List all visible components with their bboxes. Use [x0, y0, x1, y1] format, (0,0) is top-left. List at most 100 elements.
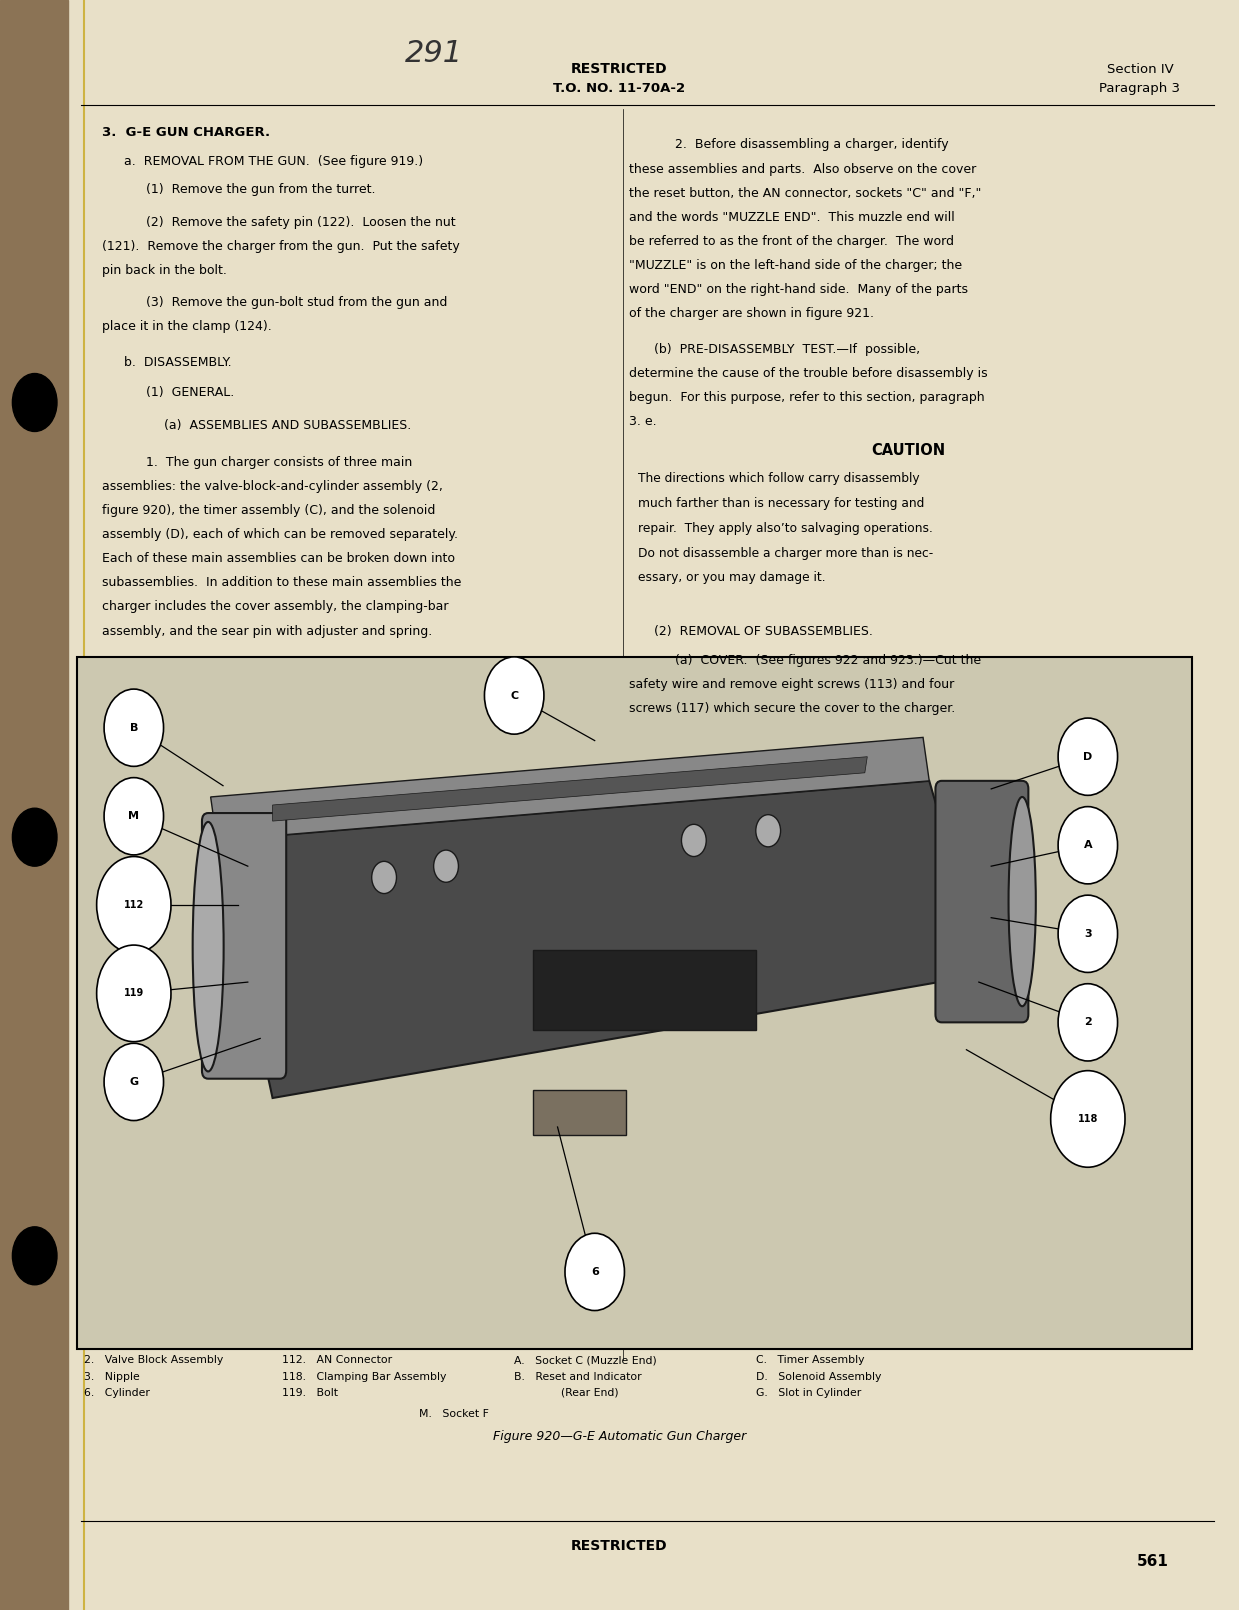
Text: 1.  The gun charger consists of three main: 1. The gun charger consists of three mai… — [146, 456, 413, 469]
Circle shape — [104, 689, 164, 766]
Text: 112.   AN Connector: 112. AN Connector — [282, 1356, 393, 1365]
Text: 6: 6 — [591, 1267, 598, 1277]
Circle shape — [565, 1233, 624, 1311]
Text: G.   Slot in Cylinder: G. Slot in Cylinder — [756, 1388, 861, 1397]
Text: subassemblies.  In addition to these main assemblies the: subassemblies. In addition to these main… — [102, 576, 461, 589]
Circle shape — [12, 374, 57, 431]
Text: begun.  For this purpose, refer to this section, paragraph: begun. For this purpose, refer to this s… — [629, 391, 985, 404]
Circle shape — [104, 1043, 164, 1121]
Text: these assemblies and parts.  Also observe on the cover: these assemblies and parts. Also observe… — [629, 163, 976, 175]
Text: place it in the clamp (124).: place it in the clamp (124). — [102, 320, 271, 333]
Text: (Rear End): (Rear End) — [561, 1388, 620, 1397]
Text: C.   Timer Assembly: C. Timer Assembly — [756, 1356, 865, 1365]
Text: (1)  GENERAL.: (1) GENERAL. — [146, 386, 234, 399]
Polygon shape — [211, 737, 929, 840]
Bar — [533, 1090, 626, 1135]
Text: 112: 112 — [124, 900, 144, 910]
Text: (a)  ASSEMBLIES AND SUBASSEMBLIES.: (a) ASSEMBLIES AND SUBASSEMBLIES. — [164, 419, 411, 431]
Text: 6.   Cylinder: 6. Cylinder — [84, 1388, 150, 1397]
Text: C: C — [510, 691, 518, 700]
Text: 3.  G-E GUN CHARGER.: 3. G-E GUN CHARGER. — [102, 126, 270, 138]
Text: much farther than is necessary for testing and: much farther than is necessary for testi… — [638, 496, 924, 510]
Text: assembly (D), each of which can be removed separately.: assembly (D), each of which can be remov… — [102, 528, 457, 541]
Text: Each of these main assemblies can be broken down into: Each of these main assemblies can be bro… — [102, 552, 455, 565]
Circle shape — [372, 861, 396, 894]
Text: (121).  Remove the charger from the gun.  Put the safety: (121). Remove the charger from the gun. … — [102, 240, 460, 253]
Text: Figure 920—G-E Automatic Gun Charger: Figure 920—G-E Automatic Gun Charger — [493, 1430, 746, 1443]
Bar — [626, 438, 1192, 618]
Text: RESTRICTED: RESTRICTED — [571, 1539, 668, 1552]
Text: (a)  COVER.  (See figures 922 and 923.)—Cut the: (a) COVER. (See figures 922 and 923.)—Cu… — [675, 654, 981, 667]
Text: B: B — [130, 723, 138, 733]
Text: 119.   Bolt: 119. Bolt — [282, 1388, 338, 1397]
Text: 2: 2 — [1084, 1018, 1092, 1027]
Text: M: M — [129, 811, 139, 821]
Text: 2.  Before disassembling a charger, identify: 2. Before disassembling a charger, ident… — [675, 138, 949, 151]
Text: assembly, and the sear pin with adjuster and spring.: assembly, and the sear pin with adjuster… — [102, 625, 432, 638]
Polygon shape — [217, 781, 985, 1098]
Text: determine the cause of the trouble before disassembly is: determine the cause of the trouble befor… — [629, 367, 987, 380]
Text: (b)  PRE-DISASSEMBLY  TEST.—If  possible,: (b) PRE-DISASSEMBLY TEST.—If possible, — [654, 343, 921, 356]
Circle shape — [1058, 984, 1118, 1061]
Circle shape — [484, 657, 544, 734]
Circle shape — [1058, 807, 1118, 884]
Text: 2.   Valve Block Assembly: 2. Valve Block Assembly — [84, 1356, 223, 1365]
Text: G: G — [129, 1077, 139, 1087]
Circle shape — [1051, 1071, 1125, 1167]
Text: (3)  Remove the gun-bolt stud from the gun and: (3) Remove the gun-bolt stud from the gu… — [146, 296, 447, 309]
Circle shape — [12, 1227, 57, 1285]
Text: Paragraph 3: Paragraph 3 — [1099, 82, 1181, 95]
Polygon shape — [273, 757, 867, 821]
Text: figure 920), the timer assembly (C), and the solenoid: figure 920), the timer assembly (C), and… — [102, 504, 435, 517]
Text: 291: 291 — [405, 39, 462, 68]
Text: B.   Reset and Indicator: B. Reset and Indicator — [514, 1372, 642, 1381]
Ellipse shape — [193, 823, 224, 1072]
Circle shape — [681, 824, 706, 857]
Text: word "END" on the right-hand side.  Many of the parts: word "END" on the right-hand side. Many … — [629, 283, 969, 296]
Text: 119: 119 — [124, 989, 144, 998]
Text: 118: 118 — [1078, 1114, 1098, 1124]
Text: charger includes the cover assembly, the clamping-bar: charger includes the cover assembly, the… — [102, 601, 449, 613]
Text: 3.   Nipple: 3. Nipple — [84, 1372, 140, 1381]
Text: T.O. NO. 11-70A-2: T.O. NO. 11-70A-2 — [554, 82, 685, 95]
Text: (2)  REMOVAL OF SUBASSEMBLIES.: (2) REMOVAL OF SUBASSEMBLIES. — [654, 625, 873, 638]
Text: Do not disassemble a charger more than is nec-: Do not disassemble a charger more than i… — [638, 546, 933, 560]
Text: the reset button, the AN connector, sockets "C" and "F,": the reset button, the AN connector, sock… — [629, 187, 981, 200]
Text: RESTRICTED: RESTRICTED — [571, 63, 668, 76]
Circle shape — [1058, 895, 1118, 972]
Text: and the words "MUZZLE END".  This muzzle end will: and the words "MUZZLE END". This muzzle … — [629, 211, 955, 224]
Text: 3: 3 — [1084, 929, 1092, 939]
Circle shape — [1058, 718, 1118, 795]
Circle shape — [97, 857, 171, 953]
Text: b.  DISASSEMBLY.: b. DISASSEMBLY. — [124, 356, 232, 369]
Text: "MUZZLE" is on the left-hand side of the charger; the: "MUZZLE" is on the left-hand side of the… — [629, 259, 963, 272]
Text: essary, or you may damage it.: essary, or you may damage it. — [638, 572, 825, 584]
Text: Section IV: Section IV — [1106, 63, 1173, 76]
Text: repair.  They apply also’to salvaging operations.: repair. They apply also’to salvaging ope… — [638, 522, 933, 535]
Text: 561: 561 — [1136, 1554, 1168, 1570]
Ellipse shape — [1009, 797, 1036, 1006]
Text: CAUTION: CAUTION — [871, 443, 945, 459]
Text: A.   Socket C (Muzzle End): A. Socket C (Muzzle End) — [514, 1356, 657, 1365]
Text: assemblies: the valve-block-and-cylinder assembly (2,: assemblies: the valve-block-and-cylinder… — [102, 480, 442, 493]
Circle shape — [434, 850, 458, 882]
Text: screws (117) which secure the cover to the charger.: screws (117) which secure the cover to t… — [629, 702, 955, 715]
Text: be referred to as the front of the charger.  The word: be referred to as the front of the charg… — [629, 235, 954, 248]
Text: of the charger are shown in figure 921.: of the charger are shown in figure 921. — [629, 308, 875, 320]
Text: M.   Socket F: M. Socket F — [419, 1409, 488, 1418]
Text: D: D — [1083, 752, 1093, 762]
Circle shape — [756, 815, 781, 847]
Bar — [533, 950, 756, 1030]
FancyBboxPatch shape — [935, 781, 1028, 1022]
Circle shape — [12, 808, 57, 866]
Text: a.  REMOVAL FROM THE GUN.  (See figure 919.): a. REMOVAL FROM THE GUN. (See figure 919… — [124, 155, 422, 167]
Circle shape — [104, 778, 164, 855]
Bar — [77, 657, 1192, 1349]
Text: The directions which follow carry disassembly: The directions which follow carry disass… — [638, 472, 919, 485]
Text: A: A — [1084, 840, 1092, 850]
FancyBboxPatch shape — [202, 813, 286, 1079]
Text: 118.   Clamping Bar Assembly: 118. Clamping Bar Assembly — [282, 1372, 447, 1381]
Text: D.   Solenoid Assembly: D. Solenoid Assembly — [756, 1372, 881, 1381]
Text: safety wire and remove eight screws (113) and four: safety wire and remove eight screws (113… — [629, 678, 955, 691]
Bar — [0, 0, 68, 1610]
